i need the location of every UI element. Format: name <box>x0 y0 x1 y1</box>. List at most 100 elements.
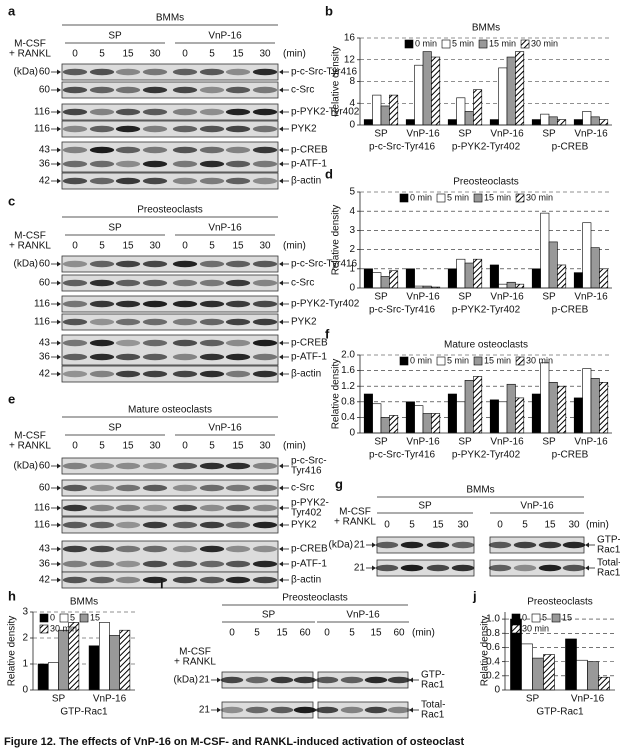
y-tick-label: 2 <box>349 244 355 255</box>
band <box>62 125 88 133</box>
band <box>115 160 141 168</box>
band <box>252 125 278 133</box>
time-label: 5 <box>99 441 105 452</box>
arrow-head <box>57 505 61 511</box>
arrow-head <box>279 261 283 267</box>
group-label: p-PYK2-Tyr402 <box>452 450 521 461</box>
band <box>225 370 251 378</box>
band <box>142 545 168 553</box>
y-tick-label: 1.0 <box>486 614 500 625</box>
band <box>62 462 88 470</box>
panel-letter: d <box>325 166 333 181</box>
legend-swatch <box>441 39 451 49</box>
bar <box>515 51 525 126</box>
bar <box>548 116 558 126</box>
band <box>172 545 198 553</box>
band <box>252 260 278 268</box>
band <box>252 560 278 568</box>
bar <box>498 401 508 434</box>
bar <box>47 662 59 691</box>
bar <box>372 403 382 434</box>
band <box>220 676 244 684</box>
band <box>62 545 88 553</box>
y-tick-label: 0 <box>349 428 355 439</box>
bar <box>599 381 609 434</box>
mw-label: 43 <box>39 338 51 349</box>
time-label: 15 <box>122 241 134 252</box>
bar <box>380 276 390 289</box>
x-tick-label: SP <box>374 292 388 303</box>
group-label: SP <box>418 501 432 512</box>
blot-frame <box>61 499 279 517</box>
band <box>89 300 115 308</box>
x-tick-label: SP <box>542 129 556 140</box>
chart-title: BMMs <box>472 23 500 34</box>
bar <box>540 362 550 434</box>
band <box>220 706 244 714</box>
kda-label: (kDa) <box>329 540 353 551</box>
time-label: 5 <box>99 241 105 252</box>
mw-label: 36 <box>39 159 51 170</box>
legend-swatch <box>511 624 521 634</box>
legend-swatch <box>520 39 530 49</box>
blot-title: Preosteoclasts <box>137 205 203 216</box>
x-tick-label: VnP-16 <box>406 129 440 140</box>
time-label: 5 <box>522 520 528 531</box>
blot-frame <box>61 295 279 313</box>
blot-frame <box>61 255 279 273</box>
row-label: Rac1 <box>597 545 620 556</box>
x-tick-label: VnP-16 <box>574 129 608 140</box>
bar <box>498 67 508 126</box>
band <box>252 545 278 553</box>
bar <box>506 383 516 434</box>
x-tick-label: VnP-16 <box>574 437 608 448</box>
blot-title: Preosteoclasts <box>282 593 348 604</box>
time-unit: (min) <box>283 49 306 60</box>
blot-frame <box>61 540 279 573</box>
time-label: 0 <box>384 520 390 531</box>
band <box>513 541 537 549</box>
mw-label: 60 <box>39 67 51 78</box>
bar <box>573 272 583 289</box>
x-tick-label: SP <box>374 437 388 448</box>
y-tick-label: 3 <box>349 225 355 236</box>
time-label: 30 <box>259 49 271 60</box>
band <box>62 177 88 185</box>
band <box>172 318 198 326</box>
blot-frame <box>61 274 279 292</box>
band <box>225 146 251 154</box>
band <box>142 108 168 116</box>
blot-frame <box>61 571 279 589</box>
band <box>252 576 278 584</box>
group-label: VnP-16 <box>208 223 242 234</box>
y-tick-label: 0 <box>22 685 28 696</box>
band <box>89 177 115 185</box>
x-tick-label: VnP-16 <box>490 292 524 303</box>
bar <box>582 111 592 126</box>
y-tick-label: 3 <box>22 607 28 618</box>
row-label: β-actin <box>291 575 321 586</box>
panel-letter: b <box>325 3 333 18</box>
time-label: 5 <box>254 628 260 639</box>
time-label: 30 <box>457 520 469 531</box>
y-axis-label: Relative density <box>331 359 342 430</box>
band <box>115 339 141 347</box>
legend-label: 15 min <box>484 192 511 202</box>
band <box>142 560 168 568</box>
band <box>172 370 198 378</box>
arrow-head <box>409 707 413 713</box>
band <box>252 370 278 378</box>
time-label: 5 <box>409 520 415 531</box>
group-label: p-c-Src-Tyr416 <box>369 142 436 153</box>
band <box>62 146 88 154</box>
mw-label: 60 <box>39 483 51 494</box>
y-tick-label: 1.6 <box>341 365 355 376</box>
group-label: VnP-16 <box>208 31 242 42</box>
legend-swatch <box>436 193 446 203</box>
y-tick-label: 0.4 <box>486 656 500 667</box>
band <box>199 108 225 116</box>
bar <box>540 212 550 289</box>
y-tick-label: 0 <box>349 283 355 294</box>
band <box>562 541 586 549</box>
y-tick-label: 0.4 <box>341 412 355 423</box>
